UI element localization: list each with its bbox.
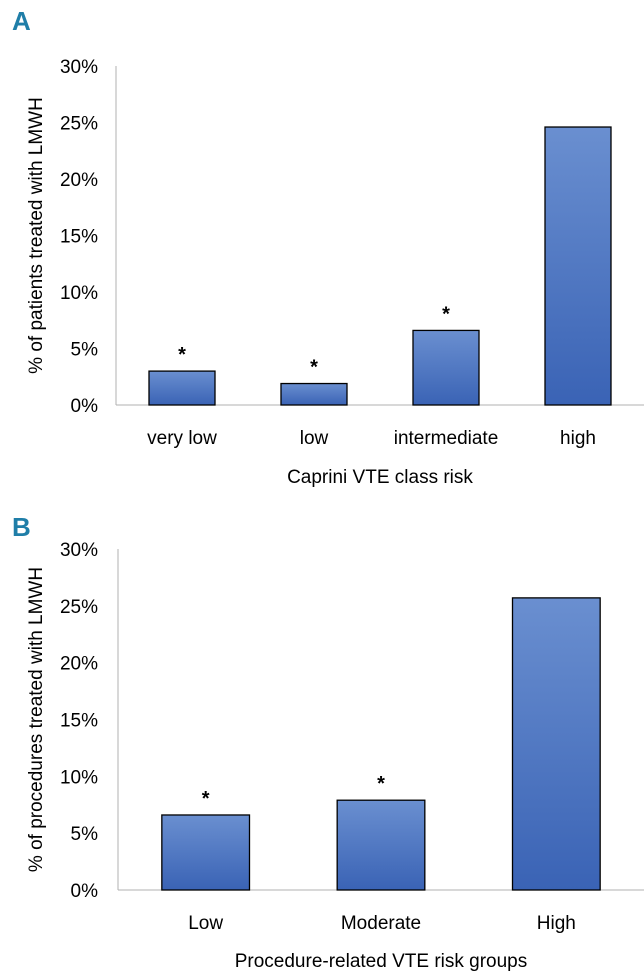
y-tick-label: 25% bbox=[60, 597, 98, 618]
significance-marker: * bbox=[310, 357, 318, 379]
y-tick-label: 15% bbox=[60, 711, 98, 732]
chart-b: 0% 5% 10% 15% 20% 25% 30% * Low * Moderate High Proc… bbox=[26, 540, 644, 972]
y-tick-label: 30% bbox=[60, 57, 98, 78]
y-axis-title: % of patients treated with LMWH bbox=[26, 97, 47, 374]
y-tick-label: 5% bbox=[71, 824, 99, 845]
x-axis-title: Caprini VTE class risk bbox=[287, 467, 473, 488]
x-category-label: Moderate bbox=[341, 913, 421, 934]
y-tick-label: 15% bbox=[60, 227, 98, 248]
bar-moderate bbox=[337, 800, 425, 890]
x-category-label: high bbox=[560, 428, 596, 449]
y-tick-label: 0% bbox=[71, 396, 99, 417]
y-tick-label: 25% bbox=[60, 114, 98, 135]
chart-a: 0% 5% 10% 15% 20% 25% 30% * very low * low * interme… bbox=[26, 57, 644, 488]
significance-marker: * bbox=[377, 773, 385, 795]
significance-marker: * bbox=[178, 344, 186, 366]
bar-low bbox=[162, 815, 250, 890]
y-tick-label: 30% bbox=[60, 540, 98, 561]
x-category-label: Low bbox=[188, 913, 223, 934]
y-tick-label: 5% bbox=[71, 340, 99, 361]
y-tick-label: 10% bbox=[60, 283, 98, 304]
y-tick-label: 20% bbox=[60, 654, 98, 675]
bar-intermediate bbox=[413, 330, 479, 405]
y-tick-label: 20% bbox=[60, 170, 98, 191]
y-axis-title: % of procedures treated with LMWH bbox=[26, 567, 47, 872]
significance-marker: * bbox=[202, 788, 210, 810]
y-tick-label: 0% bbox=[71, 881, 99, 902]
bar-high bbox=[545, 127, 611, 405]
x-category-label: High bbox=[537, 913, 576, 934]
x-category-label: very low bbox=[147, 428, 217, 449]
bar-very-low bbox=[149, 371, 215, 405]
bar-low bbox=[281, 384, 347, 405]
x-category-label: low bbox=[300, 428, 329, 449]
x-axis-title: Procedure-related VTE risk groups bbox=[235, 951, 528, 972]
x-category-label: intermediate bbox=[394, 428, 499, 449]
significance-marker: * bbox=[442, 303, 450, 325]
bar-high bbox=[513, 598, 601, 890]
y-tick-label: 10% bbox=[60, 767, 98, 788]
